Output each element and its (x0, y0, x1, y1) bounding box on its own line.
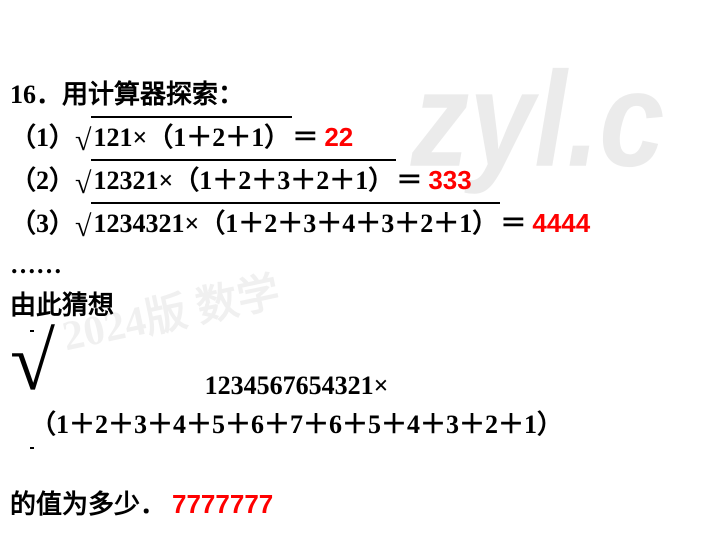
radical-sign: √ (75, 169, 91, 199)
ellipsis: …… (10, 245, 62, 284)
final-answer: 7777777 (172, 485, 273, 524)
problem-row: （1） √ 121×（1＋2＋1） ＝ 22 (10, 116, 590, 157)
big-expr-bottom: （1＋2＋3＋4＋5＋6＋7＋6＋5＋4＋3＋2＋1） (30, 405, 563, 444)
radical-sign: √ (75, 212, 91, 242)
problem-label: （2） (10, 161, 75, 200)
radical-sign: √ (75, 126, 91, 156)
equals: ＝ (500, 204, 526, 243)
radicand: 121×（1＋2＋1） (91, 116, 292, 157)
problem-label: （1） (10, 118, 75, 157)
big-radicand: 1234567654321× （1＋2＋3＋4＋5＋6＋7＋6＋5＋4＋3＋2＋… (30, 330, 563, 478)
title-text: 16．用计算器探索： (10, 75, 244, 114)
problem-row: （2） √ 12321×（1＋2＋3＋2＋1） ＝ 333 (10, 159, 590, 200)
big-radical-sign: √ (10, 321, 55, 403)
final-line: 的值为多少． 7777777 (10, 485, 590, 524)
big-sqrt-line: √ 1234567654321× （1＋2＋3＋4＋5＋6＋7＋6＋5＋4＋3＋… (30, 327, 590, 483)
equals: ＝ (396, 161, 422, 200)
radicand: 1234321×（1＋2＋3＋4＋3＋2＋1） (91, 202, 500, 243)
problem-row: （3） √ 1234321×（1＋2＋3＋4＋3＋2＋1） ＝ 4444 (10, 202, 590, 243)
answer-value: 4444 (532, 204, 590, 243)
problem-label: （3） (10, 204, 75, 243)
guess-label-line: 由此猜想 (10, 286, 590, 325)
equals: ＝ (292, 118, 318, 157)
sqrt-expression: √ 12321×（1＋2＋3＋2＋1） (75, 159, 396, 200)
answer-value: 333 (428, 161, 471, 200)
sqrt-expression: √ 1234321×（1＋2＋3＋4＋3＋2＋1） (75, 202, 500, 243)
ellipsis-line: …… (10, 245, 590, 284)
math-problem-content: 16．用计算器探索： （1） √ 121×（1＋2＋1） ＝ 22 （2） √ … (10, 75, 590, 526)
final-label: 的值为多少． (10, 485, 166, 524)
sqrt-expression: √ 121×（1＋2＋1） (75, 116, 292, 157)
big-expr-top: 1234567654321× (30, 366, 563, 405)
answer-value: 22 (324, 118, 353, 157)
radicand: 12321×（1＋2＋3＋2＋1） (91, 159, 396, 200)
problem-title: 16．用计算器探索： (10, 75, 590, 114)
big-sqrt: √ 1234567654321× （1＋2＋3＋4＋5＋6＋7＋6＋5＋4＋3＋… (30, 327, 563, 483)
